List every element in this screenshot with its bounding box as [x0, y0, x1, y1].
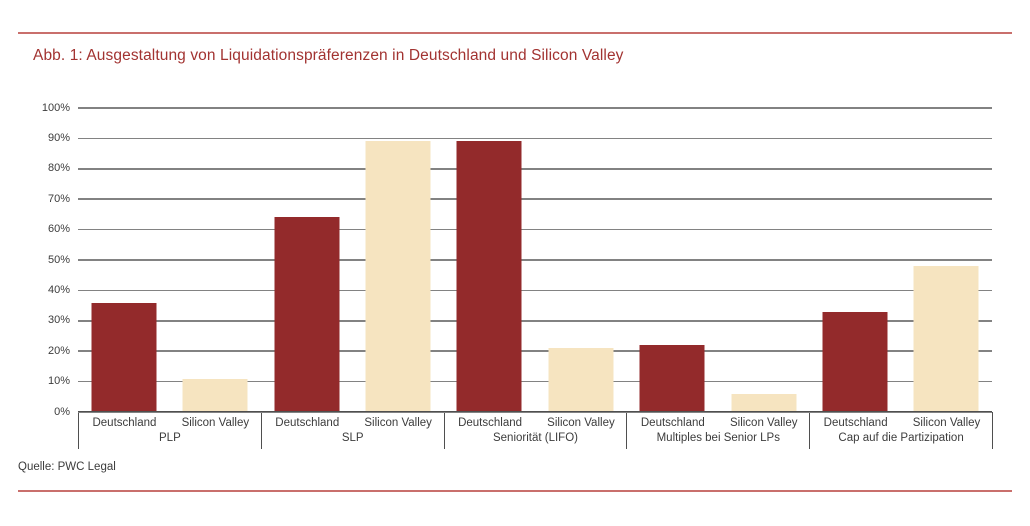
y-axis-tick-label: 0% [54, 405, 70, 418]
gridline [78, 198, 992, 200]
series-label-row: Deutschland Silicon Valley [810, 417, 992, 430]
category-label: SLP [341, 432, 364, 444]
x-axis-label-strip: Deutschland Silicon Valley PLP Deutschland S… [78, 412, 993, 449]
bar-label-deutschland: Deutschland [92, 417, 157, 429]
bar-deutschland [456, 141, 522, 412]
gridline [78, 137, 992, 140]
bar-label-silicon-valley: Silicon Valley [912, 417, 981, 429]
series-label-row: Deutschland Silicon Valley [262, 417, 444, 430]
bar-label-silicon-valley: Silicon Valley [181, 417, 250, 429]
bar-cell [626, 108, 717, 412]
bottom-divider-rule [18, 490, 1012, 492]
bar-cell [809, 108, 900, 412]
bar-label-deutschland: Deutschland [823, 417, 888, 429]
y-axis-tick-label: 90% [47, 131, 70, 144]
bar-label-silicon-valley: Silicon Valley [547, 417, 615, 429]
series-label-row: Deutschland Silicon Valley [445, 417, 627, 430]
bar-silicon-valley [548, 348, 614, 412]
x-axis-group-plp: Deutschland Silicon Valley PLP [78, 412, 261, 449]
bar-silicon-valley [731, 393, 796, 412]
x-axis-group-cap-auf-die-partizipation: Deutschland Silicon Valley Cap auf die Par… [809, 412, 992, 449]
gridline [78, 107, 992, 109]
bar-label-deutschland: Deutschland [458, 417, 523, 429]
bar-group-seniorit-t-lifo [444, 108, 627, 412]
y-axis-tick-label: 30% [47, 314, 70, 327]
y-axis-tick-label: 70% [47, 192, 70, 205]
x-axis-group-slp: Deutschland Silicon Valley SLP [260, 412, 444, 449]
gridline [78, 289, 992, 292]
y-axis-tick-label: 40% [47, 283, 70, 296]
category-label: PLP [159, 432, 181, 444]
y-axis-tick-label: 50% [47, 253, 70, 266]
series-label-row: Deutschland Silicon Valley [627, 417, 809, 430]
y-axis-tick-label: 10% [47, 375, 70, 388]
bar-cell [444, 108, 535, 412]
gridline [78, 320, 992, 322]
bar-cell [169, 108, 260, 412]
gridline [78, 259, 992, 261]
bar-series-container [78, 108, 992, 412]
bar-group-slp [261, 108, 444, 412]
bar-silicon-valley [913, 266, 979, 412]
bar-deutschland [639, 345, 705, 412]
bar-group-multiples-bei-senior-lps [626, 108, 809, 412]
y-axis-tick-label: 60% [47, 223, 70, 236]
gridline [78, 350, 992, 352]
gridline [78, 380, 992, 383]
bar-cell [352, 108, 443, 412]
x-axis-group-multiples-bei-senior-lps: Deutschland Silicon Valley Multiples bei S… [626, 412, 809, 449]
gridline [78, 228, 992, 231]
y-axis: 100% 90% 80% 70% 60% 50% 40% 30% 20% 10% 0% [0, 102, 70, 418]
x-axis-group-seniorit-t-lifo: Deutschland Silicon Valley Seniorität (LIF… [443, 412, 627, 449]
bar-silicon-valley [182, 378, 248, 412]
bar-label-deutschland: Deutschland [275, 417, 340, 429]
bar-cell [261, 108, 352, 412]
y-axis-tick-label: 100% [41, 101, 70, 114]
bar-cell [718, 108, 809, 412]
bar-deutschland [91, 302, 157, 412]
bar-group-cap-auf-die-partizipation [809, 108, 992, 412]
bar-label-deutschland: Deutschland [640, 417, 705, 429]
bar-silicon-valley [365, 141, 431, 412]
bar-deutschland [822, 311, 888, 412]
bar-cell [78, 108, 169, 412]
bar-deutschland [274, 217, 339, 412]
bar-cell [535, 108, 626, 412]
gridline [78, 411, 992, 413]
source-note: Quelle: PWC Legal [18, 461, 116, 473]
bar-group-plp [78, 108, 261, 412]
gridline [78, 168, 992, 170]
figure-title: Abb. 1: Ausgestaltung von Liquidationspr… [33, 47, 624, 64]
bar-label-silicon-valley: Silicon Valley [364, 417, 432, 429]
bar-cell [901, 108, 992, 412]
x-axis-line [78, 410, 992, 412]
category-label: Seniorität (LIFO) [492, 432, 578, 444]
y-axis-tick-label: 20% [47, 344, 70, 357]
bar-label-silicon-valley: Silicon Valley [729, 417, 798, 429]
series-label-row: Deutschland Silicon Valley [79, 417, 261, 430]
y-axis-tick-label: 80% [47, 162, 70, 175]
category-label: Cap auf die Partizipation [838, 432, 964, 444]
category-label: Multiples bei Senior LPs [656, 432, 780, 444]
top-divider-rule [18, 32, 1012, 34]
plot-area [78, 107, 992, 413]
